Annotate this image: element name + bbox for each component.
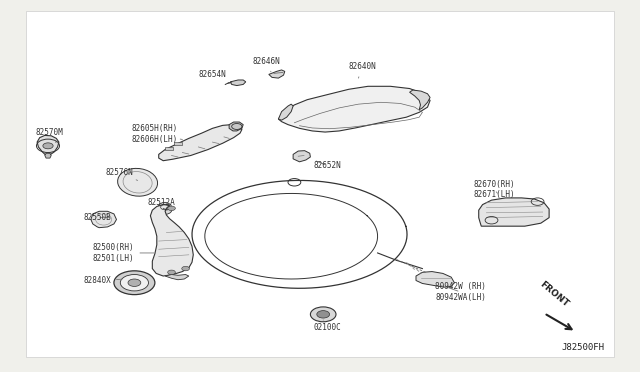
Text: 82500(RH)
82501(LH): 82500(RH) 82501(LH) [93,243,154,263]
Text: 82654N: 82654N [198,70,230,84]
Polygon shape [416,272,454,287]
Text: 82570M: 82570M [35,128,63,143]
Polygon shape [278,104,293,120]
Circle shape [43,143,53,149]
Text: 82640N: 82640N [349,62,376,78]
Polygon shape [150,205,193,276]
Polygon shape [37,135,59,156]
Text: J82500FH: J82500FH [562,343,605,352]
Circle shape [128,279,141,286]
Bar [165,147,173,150]
Polygon shape [165,275,189,280]
Polygon shape [293,151,310,162]
Polygon shape [269,70,285,78]
Polygon shape [45,153,51,158]
Circle shape [168,206,175,211]
Circle shape [182,266,189,271]
Polygon shape [278,86,430,132]
Polygon shape [159,125,242,161]
Circle shape [310,307,336,322]
Text: 82512A: 82512A [147,198,175,207]
Text: 82550B: 82550B [83,213,111,222]
Text: FRONT: FRONT [538,280,570,309]
Polygon shape [479,198,549,226]
Polygon shape [229,122,243,131]
Text: 82646N: 82646N [253,57,280,72]
Polygon shape [230,80,246,86]
Ellipse shape [118,169,157,196]
Text: 82670(RH)
82671(LH): 82670(RH) 82671(LH) [474,180,515,199]
Circle shape [317,311,330,318]
Text: 80942W (RH)
80942WA(LH): 80942W (RH) 80942WA(LH) [435,282,486,302]
Text: 82576N: 82576N [106,169,138,180]
Bar [174,142,182,145]
Polygon shape [91,211,116,228]
Text: 82652N: 82652N [314,161,341,170]
Circle shape [168,270,175,275]
Text: 82605H(RH)
82606H(LH): 82605H(RH) 82606H(LH) [131,124,182,144]
Text: 02100C: 02100C [314,320,341,332]
FancyBboxPatch shape [26,11,614,357]
Circle shape [120,275,148,291]
Polygon shape [410,90,430,110]
Ellipse shape [158,202,172,214]
Text: 82840X: 82840X [83,276,122,285]
Circle shape [114,271,155,295]
